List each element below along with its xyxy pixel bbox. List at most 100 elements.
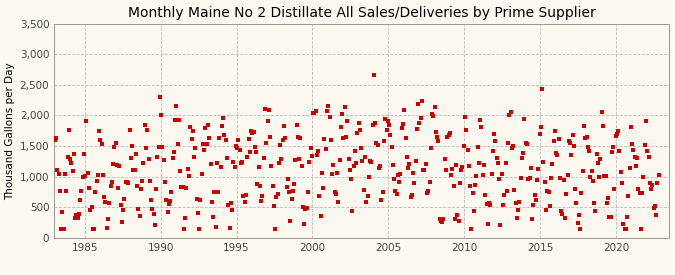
- Point: [243, 137, 254, 142]
- Point: [189, 155, 200, 160]
- Point: [392, 173, 403, 178]
- Point: [567, 133, 578, 138]
- Point: [71, 212, 82, 217]
- Point: [113, 186, 124, 190]
- Point: [152, 155, 163, 160]
- Point: [144, 179, 155, 183]
- Point: [541, 208, 551, 212]
- Point: [288, 189, 298, 194]
- Point: [620, 227, 631, 231]
- Point: [201, 142, 212, 146]
- Point: [352, 131, 362, 136]
- Point: [356, 146, 367, 150]
- Point: [61, 189, 72, 193]
- Point: [270, 227, 281, 231]
- Point: [533, 167, 544, 171]
- Point: [237, 160, 248, 164]
- Point: [432, 135, 443, 139]
- Point: [138, 161, 149, 165]
- Point: [104, 201, 115, 205]
- Point: [281, 185, 292, 189]
- Point: [105, 184, 116, 188]
- Point: [584, 149, 595, 153]
- Point: [88, 227, 99, 231]
- Point: [55, 189, 65, 193]
- Point: [84, 186, 95, 190]
- Point: [309, 111, 320, 115]
- Point: [148, 212, 159, 216]
- Point: [308, 111, 319, 115]
- Point: [643, 155, 654, 159]
- Point: [503, 140, 514, 145]
- Point: [560, 216, 570, 220]
- Point: [412, 102, 423, 107]
- Point: [590, 208, 601, 213]
- Point: [354, 127, 365, 132]
- Point: [180, 216, 190, 221]
- Point: [448, 183, 459, 188]
- Point: [134, 214, 145, 218]
- Point: [554, 137, 564, 141]
- Point: [260, 107, 271, 111]
- Point: [319, 137, 330, 141]
- Point: [198, 142, 209, 147]
- Point: [246, 129, 256, 133]
- Point: [146, 198, 157, 203]
- Point: [618, 222, 628, 227]
- Point: [485, 203, 495, 207]
- Y-axis label: Thousand Gallons per Day: Thousand Gallons per Day: [5, 62, 16, 200]
- Point: [446, 173, 456, 178]
- Point: [610, 134, 621, 139]
- Point: [285, 219, 296, 224]
- Point: [535, 132, 545, 137]
- Point: [518, 151, 529, 155]
- Point: [76, 188, 87, 193]
- Point: [256, 199, 267, 204]
- Point: [321, 109, 332, 114]
- Point: [53, 171, 64, 176]
- Point: [300, 207, 311, 211]
- Point: [81, 119, 92, 123]
- Point: [175, 169, 186, 173]
- Point: [269, 204, 279, 208]
- Point: [510, 200, 521, 205]
- Point: [169, 150, 180, 155]
- Point: [169, 117, 180, 122]
- Point: [167, 156, 178, 160]
- Point: [652, 181, 663, 185]
- Point: [619, 227, 630, 231]
- Point: [502, 189, 512, 193]
- Point: [477, 173, 488, 177]
- Point: [457, 164, 468, 169]
- Point: [215, 165, 226, 169]
- Point: [242, 155, 252, 159]
- Point: [196, 172, 207, 177]
- Point: [434, 217, 445, 221]
- Point: [147, 207, 158, 211]
- Point: [72, 216, 83, 220]
- Point: [476, 125, 487, 130]
- Point: [244, 150, 255, 154]
- Point: [497, 203, 508, 207]
- Point: [139, 123, 150, 127]
- Point: [115, 203, 126, 207]
- Point: [646, 187, 657, 191]
- Point: [633, 187, 644, 192]
- Point: [581, 135, 592, 139]
- Point: [302, 189, 313, 194]
- Point: [464, 184, 475, 189]
- Point: [172, 142, 183, 146]
- Point: [310, 109, 321, 113]
- Point: [500, 161, 511, 165]
- Point: [250, 145, 261, 149]
- Point: [296, 164, 307, 168]
- Point: [289, 182, 300, 186]
- Point: [225, 201, 236, 206]
- Point: [399, 108, 410, 112]
- Point: [286, 196, 297, 201]
- Point: [338, 136, 349, 140]
- Point: [566, 153, 576, 157]
- Point: [454, 218, 464, 223]
- Point: [389, 177, 400, 181]
- Point: [419, 168, 430, 172]
